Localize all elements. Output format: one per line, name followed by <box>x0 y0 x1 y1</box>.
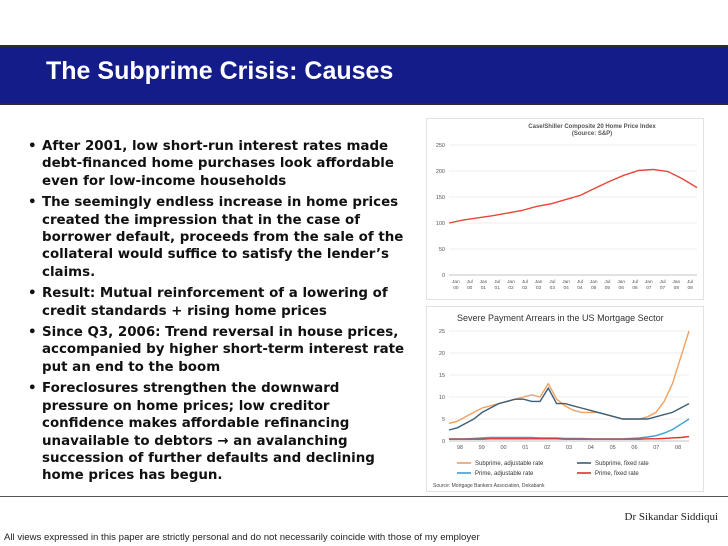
series-line <box>448 330 690 425</box>
bullet-item: • Result: Mutual reinforcement of a lower… <box>28 285 408 320</box>
y-tick-label: 250 <box>436 143 445 149</box>
chart2-title: Severe Payment Arrears in the US Mortgag… <box>457 313 664 323</box>
bullet-item: • The seemingly endless increase in home … <box>28 194 408 281</box>
x-tick-label: 06 <box>631 445 637 451</box>
x-tick-label: Jul <box>522 279 528 285</box>
x-tick-label: 00 <box>453 285 459 291</box>
y-tick-label: 10 <box>439 395 445 401</box>
series-line <box>448 386 690 431</box>
x-tick-label: 07 <box>646 285 652 291</box>
bullet-text: Since Q3, 2006: Trend reversal in house … <box>42 325 405 375</box>
bullet-text: The seemingly endless increase in home p… <box>42 195 404 280</box>
bullet-text: Foreclosures strengthen the downward pre… <box>42 381 375 484</box>
x-tick-label: 04 <box>563 285 569 291</box>
y-tick-label: 150 <box>436 195 445 201</box>
x-tick-label: 01 <box>495 285 501 291</box>
y-tick-label: 50 <box>439 247 445 253</box>
series-line <box>449 435 690 440</box>
x-tick-label: 03 <box>536 285 542 291</box>
chart1-title: Case/Shiller Composite 20 Home Price Ind… <box>528 124 656 130</box>
x-tick-label: Jul <box>549 279 555 285</box>
x-tick-label: Jul <box>659 279 665 285</box>
x-tick-label: 00 <box>500 445 506 451</box>
series-line <box>449 418 690 440</box>
legend-label: Subprime, fixed rate <box>595 461 649 467</box>
x-tick-label: 08 <box>675 445 681 451</box>
home-price-chart: Case/Shiller Composite 20 Home Price Ind… <box>426 118 704 300</box>
bullet-marker: • <box>28 325 37 341</box>
author-name: Dr Sikandar Siddiqui <box>624 511 719 523</box>
legend-label: Prime, fixed rate <box>595 471 639 477</box>
x-tick-label: 01 <box>481 285 487 291</box>
y-tick-label: 0 <box>442 439 445 445</box>
y-tick-label: 25 <box>439 329 445 335</box>
bullet-marker: • <box>28 139 37 154</box>
legend-label: Prime, adjustable rate <box>475 471 534 477</box>
bullet-marker: • <box>28 195 37 211</box>
x-tick-label: 01 <box>522 445 528 451</box>
footer-divider <box>0 496 728 497</box>
y-tick-label: 20 <box>439 351 445 357</box>
x-tick-label: 05 <box>610 445 616 451</box>
x-tick-label: 08 <box>687 285 693 291</box>
title-bar: The Subprime Crisis: Causes <box>0 45 728 105</box>
disclaimer-text: All views expressed in this paper are st… <box>4 532 480 543</box>
x-tick-label: 06 <box>632 285 638 291</box>
x-tick-label: 00 <box>467 285 473 291</box>
home-price-chart-svg: Case/Shiller Composite 20 Home Price Ind… <box>436 124 698 291</box>
x-tick-label: 03 <box>550 285 556 291</box>
x-tick-label: 02 <box>508 285 514 291</box>
x-tick-label: Jul <box>577 279 583 285</box>
y-tick-label: 100 <box>436 221 445 227</box>
x-tick-label: Jul <box>632 279 638 285</box>
x-tick-label: 04 <box>577 285 583 291</box>
x-tick-label: Jan <box>617 279 625 285</box>
payment-arrears-chart-svg: Severe Payment Arrears in the US Mortgag… <box>433 313 690 489</box>
x-tick-label: Jan <box>507 279 515 285</box>
x-tick-label: Jul <box>494 279 500 285</box>
x-tick-label: Jan <box>562 279 570 285</box>
bullet-item: • After 2001, low short-run interest rate… <box>28 138 408 190</box>
x-tick-label: 05 <box>605 285 611 291</box>
y-tick-label: 15 <box>439 373 445 379</box>
x-tick-label: 04 <box>588 445 594 451</box>
x-tick-label: Jan <box>672 279 680 285</box>
x-tick-label: Jul <box>467 279 473 285</box>
y-tick-label: 0 <box>442 273 445 279</box>
y-tick-label: 200 <box>436 169 445 175</box>
bullet-marker: • <box>28 286 37 302</box>
x-tick-label: 02 <box>522 285 528 291</box>
bullet-item: • Foreclosures strengthen the downward pr… <box>28 380 408 484</box>
x-tick-label: 02 <box>544 445 550 451</box>
x-tick-label: 05 <box>591 285 597 291</box>
series-line <box>448 168 698 224</box>
chart2-source: Source: Mortgage Bankers Association, De… <box>433 483 545 489</box>
x-tick-label: Jan <box>645 279 653 285</box>
legend-label: Subprime, adjustable rate <box>475 461 544 467</box>
bullet-text: After 2001, low short-run interest rates… <box>42 139 394 189</box>
x-tick-label: 07 <box>653 445 659 451</box>
bullet-text: Result: Mutual reinforcement of a loweri… <box>42 286 388 319</box>
slide-title: The Subprime Crisis: Causes <box>46 57 394 85</box>
y-tick-label: 5 <box>442 417 445 423</box>
x-tick-label: 99 <box>479 445 485 451</box>
x-tick-label: 06 <box>619 285 625 291</box>
bullet-list: • After 2001, low short-run interest rate… <box>28 138 408 489</box>
x-tick-label: 07 <box>660 285 666 291</box>
x-tick-label: Jan <box>480 279 488 285</box>
x-tick-label: Jan <box>452 279 460 285</box>
bullet-marker: • <box>28 381 37 397</box>
x-tick-label: 08 <box>674 285 680 291</box>
payment-arrears-chart: Severe Payment Arrears in the US Mortgag… <box>426 306 704 492</box>
x-tick-label: 98 <box>457 445 463 451</box>
x-tick-label: Jan <box>590 279 598 285</box>
x-tick-label: 03 <box>566 445 572 451</box>
bullet-item: • Since Q3, 2006: Trend reversal in house… <box>28 324 408 376</box>
chart1-subtitle: (Source: S&P) <box>572 131 612 137</box>
x-tick-label: Jul <box>687 279 693 285</box>
x-tick-label: Jul <box>604 279 610 285</box>
x-tick-label: Jan <box>535 279 543 285</box>
